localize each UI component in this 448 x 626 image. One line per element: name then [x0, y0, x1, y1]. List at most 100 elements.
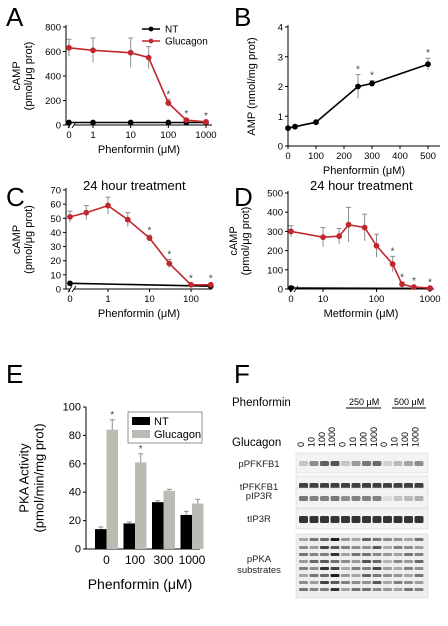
- phenformin-label: Phenformin: [232, 397, 291, 409]
- significance-asterisk: *: [184, 109, 188, 120]
- amp-point: [293, 124, 298, 129]
- significance-asterisk: *: [426, 48, 430, 59]
- ppka-band: [373, 553, 382, 556]
- ppka-band: [404, 581, 413, 584]
- bar-glucagon: [164, 491, 176, 549]
- ppka-band: [404, 538, 413, 541]
- ppka-band: [394, 581, 403, 584]
- y-tick-label: 300: [267, 227, 283, 238]
- ppka-band: [383, 567, 392, 570]
- ppka-band: [299, 538, 308, 541]
- x-tick-label: 1: [90, 130, 95, 141]
- ppka-band: [310, 560, 319, 563]
- ppfkfb1-band: [383, 461, 392, 466]
- y-axis-title: cAMP: [228, 226, 240, 255]
- ppka-band: [415, 546, 424, 549]
- ppka-band: [299, 567, 308, 570]
- x-axis-title: Phenformin (μM): [98, 144, 180, 156]
- ppka-band: [331, 588, 340, 591]
- ppka-band: [320, 560, 329, 563]
- y-tick-label: 0: [56, 121, 61, 132]
- x-tick-label: 0: [67, 294, 72, 305]
- y-tick-label: 30: [50, 242, 61, 253]
- ppfkfb1-band: [404, 461, 413, 466]
- significance-asterisk: *: [428, 277, 432, 288]
- ppka-band: [331, 560, 340, 563]
- y-tick-label: 100: [63, 402, 81, 414]
- ppfkfb1-label: pPFKFB1: [238, 459, 279, 470]
- legend-swatch: [132, 417, 150, 425]
- y-tick-label: 10: [50, 270, 61, 281]
- ppka-band: [310, 567, 319, 570]
- ppka-band: [415, 553, 424, 556]
- y-tick-label: 100: [267, 265, 283, 276]
- pip3r-band: [362, 496, 371, 501]
- ppka-band: [415, 588, 424, 591]
- ppka-band: [310, 581, 319, 584]
- glucagon-point: [362, 225, 367, 230]
- glucagon-point: [390, 262, 395, 267]
- ppka-band: [362, 546, 371, 549]
- lane-label: 100: [358, 432, 368, 447]
- pip3r-band: [310, 496, 319, 501]
- x-tick-label: 500: [420, 151, 436, 162]
- ppka-band: [415, 538, 424, 541]
- lane-label: 1000: [369, 427, 379, 447]
- ppka-band: [331, 581, 340, 584]
- ppka-band: [352, 546, 361, 549]
- x-tick-label: 10: [125, 130, 136, 141]
- lane-label: 10: [306, 437, 316, 447]
- ppka-band: [373, 538, 382, 541]
- y-tick-label: 70: [50, 186, 61, 197]
- tip3r-band: [331, 516, 340, 523]
- bar-nt: [95, 529, 107, 549]
- y-axis-title: PKA Activity: [17, 443, 32, 513]
- amp-point: [286, 126, 291, 131]
- ppfkfb1-band: [299, 461, 308, 466]
- ppfkfb1-band: [373, 461, 382, 466]
- glucagon-label: Glucagon: [232, 437, 281, 449]
- ppka-band: [299, 553, 308, 556]
- ppka-band: [373, 546, 382, 549]
- pip3r-band: [341, 496, 350, 501]
- ppka-band: [394, 574, 403, 577]
- ppka-band: [383, 538, 392, 541]
- ppka-band: [404, 567, 413, 570]
- ppfkfb1-band: [341, 461, 350, 466]
- tip3r-band: [373, 516, 382, 523]
- y-tick-label: 600: [45, 47, 61, 58]
- lane-label: 0: [296, 442, 306, 447]
- nt-point: [67, 120, 72, 125]
- glucagon-point: [346, 222, 351, 227]
- y-tick-label: 40: [69, 487, 81, 499]
- lane-label: 0: [338, 442, 348, 447]
- nt-point: [68, 281, 73, 286]
- ppka-band: [404, 546, 413, 549]
- lane-label: 10: [348, 437, 358, 447]
- ppka-band: [362, 560, 371, 563]
- ppfkfb1-band: [352, 461, 361, 466]
- ppka-band: [362, 574, 371, 577]
- ppka-band: [373, 560, 382, 563]
- ppka-band: [331, 574, 340, 577]
- ppka-label: substrates: [237, 565, 281, 576]
- pip3r-band: [394, 496, 403, 501]
- significance-asterisk: *: [204, 111, 208, 122]
- x-tick-label: 10: [144, 294, 155, 305]
- ppka-band: [415, 567, 424, 570]
- ppka-band: [362, 588, 371, 591]
- tip3r-band: [383, 516, 392, 523]
- pip3r-band: [320, 496, 329, 501]
- y-tick-label: 200: [45, 96, 61, 107]
- panel-label-b: B: [234, 2, 251, 32]
- ppka-band: [310, 546, 319, 549]
- ppka-band: [383, 588, 392, 591]
- x-tick-label: 100: [308, 151, 324, 162]
- glucagon-point: [147, 236, 152, 241]
- ppka-band: [341, 588, 350, 591]
- y-tick-label: 0: [56, 285, 61, 296]
- legend-swatch-marker: [149, 27, 154, 32]
- ppka-band: [394, 567, 403, 570]
